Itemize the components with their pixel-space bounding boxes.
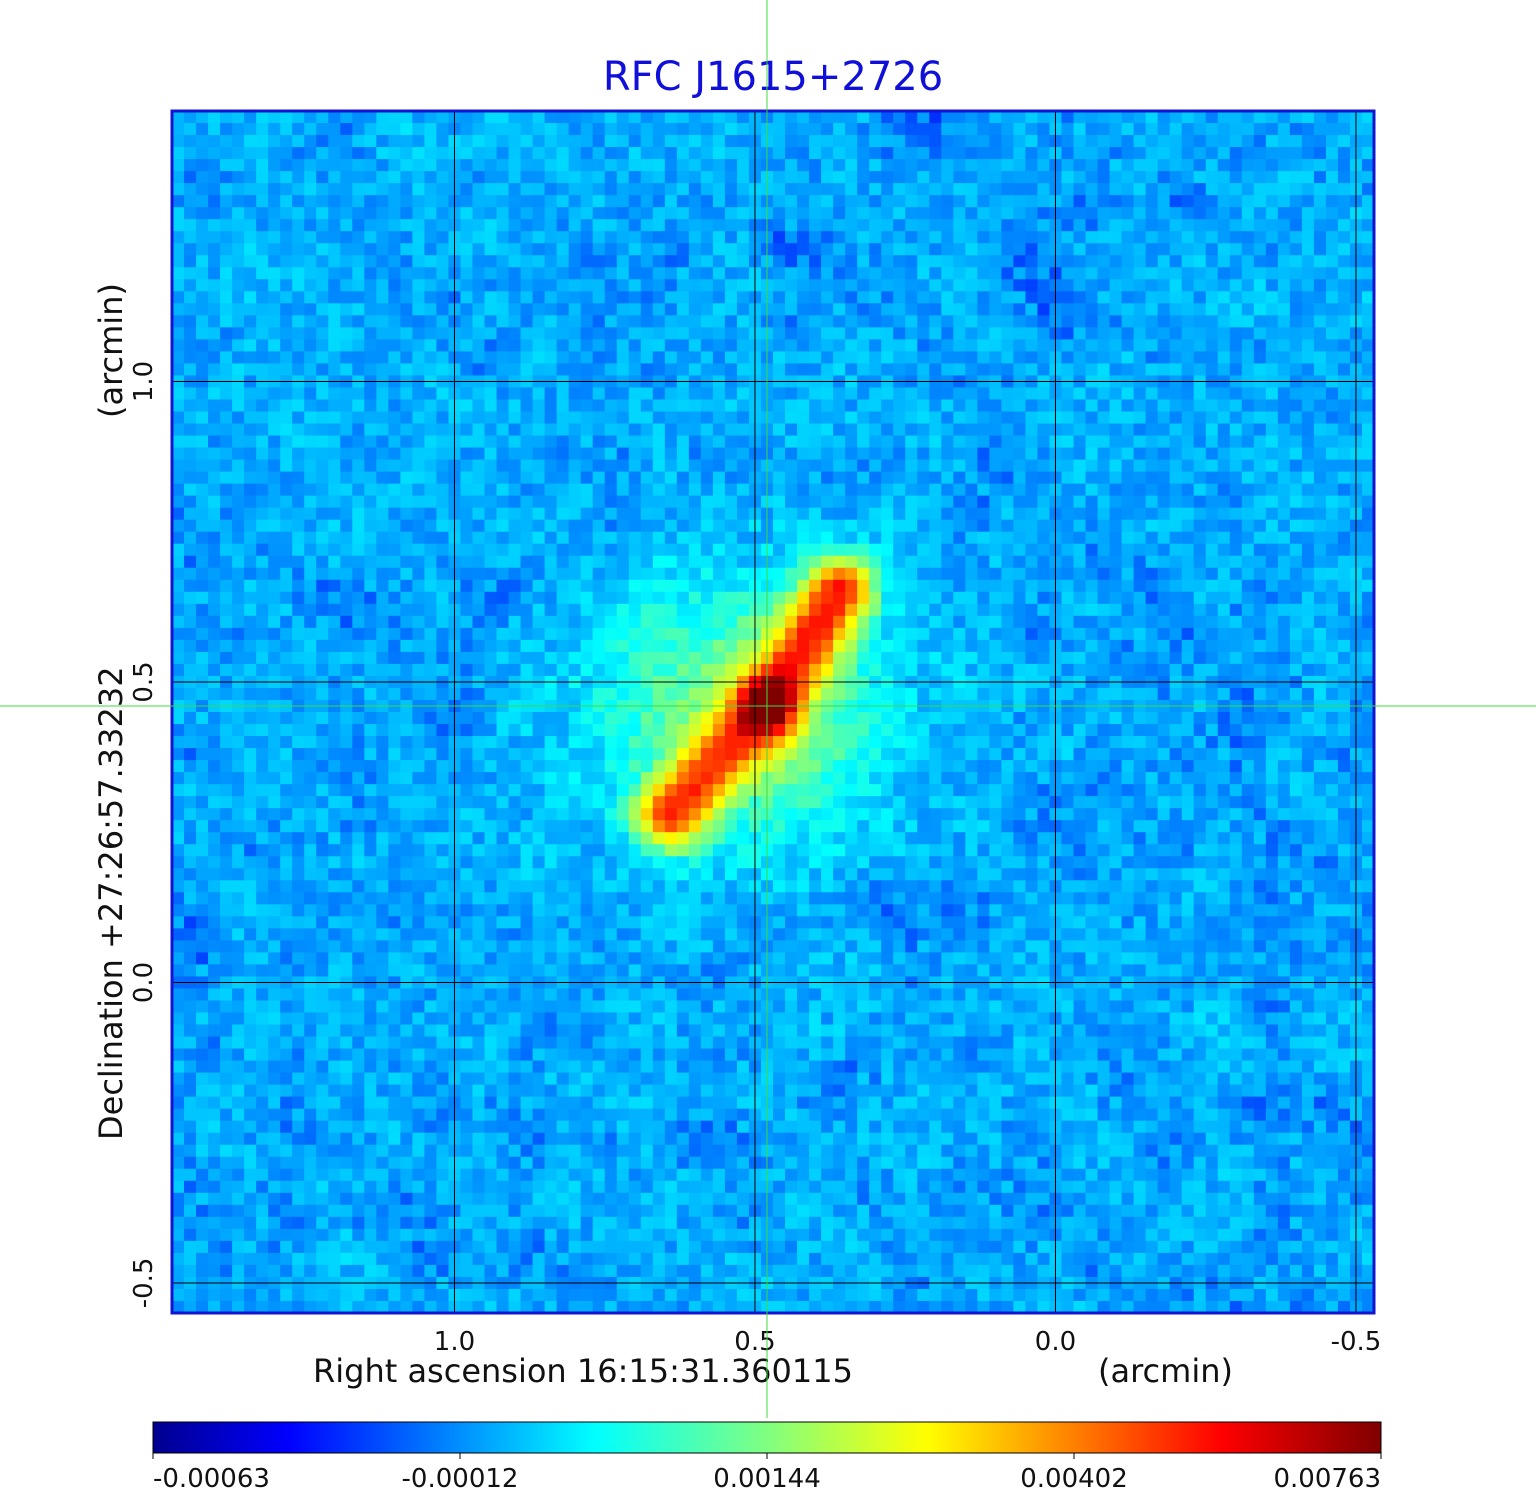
x-axis-label: Right ascension 16:15:31.360115 (313, 1352, 853, 1390)
colorbar (152, 1421, 1382, 1454)
colorbar-tick-label: -0.00012 (402, 1464, 519, 1494)
x-tick-label: 0.0 (1035, 1327, 1076, 1357)
x-axis-unit: (arcmin) (1098, 1352, 1233, 1390)
x-tick-label: -0.5 (1331, 1327, 1382, 1357)
colorbar-tick-label: 0.00144 (713, 1464, 821, 1494)
x-tick-label: 0.5 (734, 1327, 775, 1357)
y-tick-label: 1.0 (129, 361, 159, 402)
y-axis-unit: (arcmin) (92, 283, 130, 418)
y-axis-label: Declination +27:26:57.33232 (92, 666, 130, 1140)
colorbar-tick-label: 0.00763 (1273, 1464, 1381, 1494)
y-tick-label: -0.5 (129, 1258, 159, 1309)
grid (172, 111, 1374, 1313)
x-tick-label: 1.0 (434, 1327, 475, 1357)
plot-frame (170, 109, 1376, 1315)
y-tick-label: 0.0 (129, 962, 159, 1003)
colorbar-tick-label: 0.00402 (1020, 1464, 1128, 1494)
crosshair (0, 0, 1536, 1418)
colorbar-tick-label: -0.00063 (153, 1464, 270, 1494)
heatmap-image (172, 111, 1374, 1313)
chart-title: RFC J1615+2726 (603, 54, 943, 100)
y-tick-label: 0.5 (129, 661, 159, 702)
